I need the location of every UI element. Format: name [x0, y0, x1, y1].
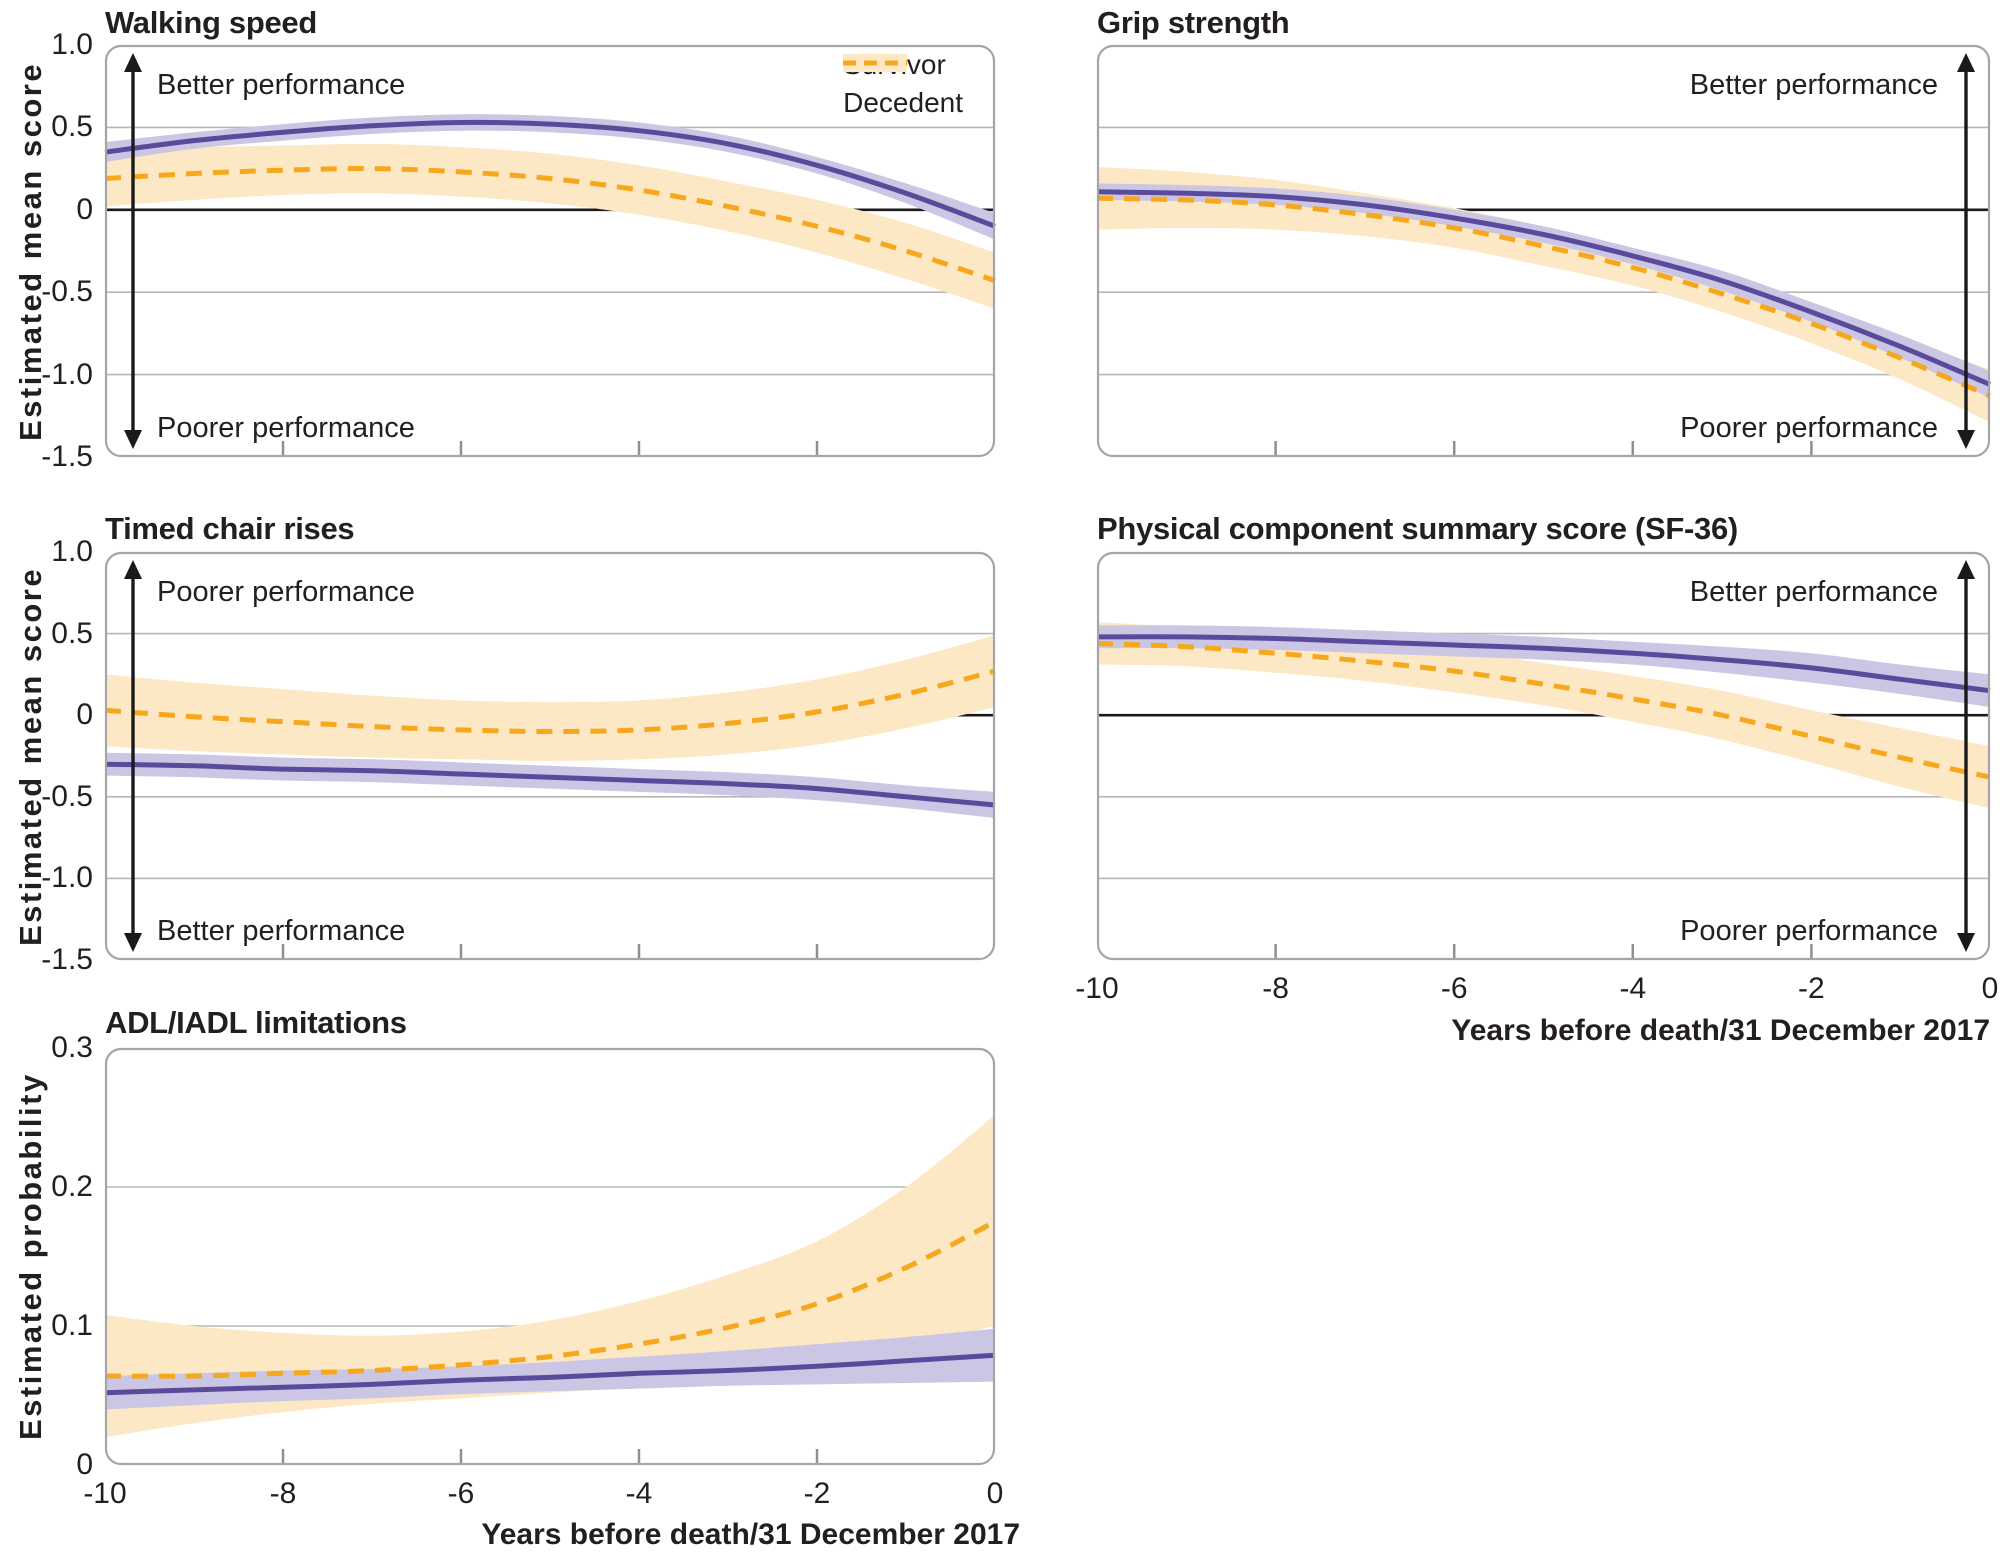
x-tick-label: -8 — [269, 1477, 297, 1510]
panel-title-adl-iadl: ADL/IADL limitations — [105, 1005, 407, 1040]
annotation-poorer-performance: Poorer performance — [1680, 914, 1938, 947]
panel-title-sf36: Physical component summary score (SF-36) — [1097, 511, 1738, 546]
panel-grip-strength: Better performance Poorer performance — [1096, 44, 1991, 458]
x-tick-label: -6 — [447, 1477, 475, 1510]
x-tick-label: -8 — [1262, 972, 1289, 1005]
x-tick-label: 0 — [986, 1477, 1004, 1510]
annotation-better-performance: Better performance — [157, 914, 406, 947]
grip-strength-plot — [1096, 44, 1991, 458]
y-tick-label: -0.5 — [41, 779, 93, 813]
y-tick-label: 0 — [76, 1448, 93, 1481]
y-tick-label: 0.3 — [51, 1031, 93, 1064]
annotation-poorer-performance: Poorer performance — [157, 576, 415, 608]
x-tick-label: -4 — [625, 1477, 653, 1510]
adl-iadl-plot — [104, 1047, 997, 1466]
panel-title-timed-chair-rises: Timed chair rises — [105, 511, 355, 546]
walking-speed-plot — [104, 44, 996, 458]
annotation-better-performance: Better performance — [1689, 576, 1938, 608]
y-tick-label: 0.1 — [51, 1309, 93, 1342]
y-tick-label: -0.5 — [41, 275, 93, 309]
x-tick-label: -10 — [1075, 972, 1119, 1005]
x-tick-label: -6 — [1440, 972, 1468, 1005]
annotation-better-performance: Better performance — [157, 69, 406, 101]
x-tick-label: -10 — [83, 1477, 127, 1510]
legend: Survivor Decedent — [843, 49, 963, 119]
decedent-line-swatch-icon — [843, 54, 908, 72]
x-tick-label: -2 — [1798, 972, 1825, 1005]
annotation-poorer-performance: Poorer performance — [157, 411, 415, 444]
y-axis-title-row3: Estimated probability — [13, 1072, 48, 1441]
y-axis-title-row1: Estimated mean score — [13, 61, 48, 441]
panel-timed-chair-rises: Poorer performance Better performance — [104, 551, 996, 961]
panel-adl-iadl — [104, 1047, 997, 1466]
panel-title-grip-strength: Grip strength — [1097, 5, 1290, 40]
x-axis-title-right: Years before death/31 December 2017 — [1451, 1014, 1990, 1047]
panel-sf36: Better performance Poorer performance — [1096, 551, 1991, 961]
x-tick-label: -4 — [1619, 972, 1647, 1005]
timed-chair-rises-plot — [104, 551, 996, 961]
y-tick-label: 0.5 — [51, 616, 93, 650]
y-tick-label: 1.0 — [51, 28, 93, 61]
legend-item-decedent: Decedent — [843, 54, 963, 119]
x-tick-label: -2 — [803, 1477, 831, 1510]
y-tick-label: -1.5 — [41, 440, 93, 473]
sf36-plot — [1096, 551, 1991, 961]
panel-walking-speed: Better performance Poorer performance Su… — [104, 44, 996, 458]
y-tick-label: 0.5 — [51, 110, 93, 144]
y-tick-label: -1.0 — [41, 357, 93, 391]
y-tick-label: -1.0 — [41, 861, 93, 895]
y-tick-label: 0 — [76, 698, 93, 732]
y-tick-label: -1.5 — [41, 943, 93, 976]
annotation-better-performance: Better performance — [1689, 69, 1938, 101]
legend-label-decedent: Decedent — [843, 87, 963, 118]
y-tick-label: 0.2 — [51, 1170, 93, 1203]
annotation-poorer-performance: Poorer performance — [1680, 411, 1938, 444]
panel-title-walking-speed: Walking speed — [105, 5, 317, 40]
y-tick-label: 1.0 — [51, 535, 93, 568]
y-axis-title-row2: Estimated mean score — [13, 566, 48, 946]
x-axis-title-bottom: Years before death/31 December 2017 — [481, 1518, 1020, 1551]
x-tick-label: 0 — [1981, 972, 1999, 1005]
y-tick-label: 0 — [76, 192, 93, 226]
